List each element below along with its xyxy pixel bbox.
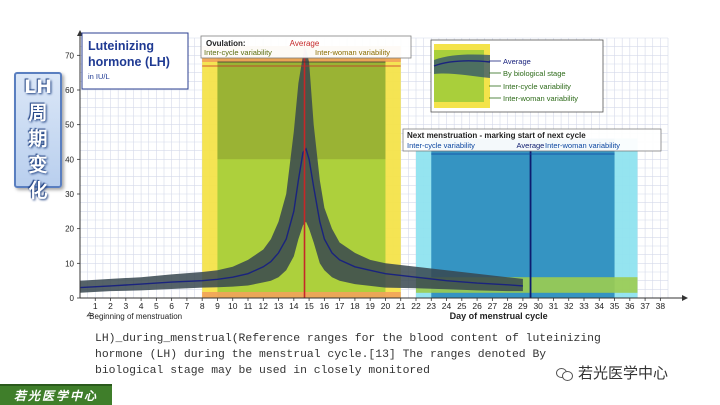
menstruation-inter-cycle-label: Inter-cycle variability xyxy=(407,141,475,150)
x-tick-label: 15 xyxy=(304,301,314,311)
y-tick-label: 60 xyxy=(65,86,74,95)
x-tick-label: 35 xyxy=(610,301,620,311)
x-tick-label: 14 xyxy=(289,301,299,311)
x-tick-label: 19 xyxy=(365,301,375,311)
legend-item-label: By biological stage xyxy=(503,69,566,78)
side-title-line: 周 xyxy=(28,102,48,124)
x-tick-label: 17 xyxy=(335,301,345,311)
x-tick-label: 38 xyxy=(656,301,666,311)
menstruation-label: Next menstruation - marking start of nex… xyxy=(407,131,586,140)
x-tick-label: 9 xyxy=(215,301,220,311)
x-tick-label: 2 xyxy=(108,301,113,311)
x-tick-label: 20 xyxy=(381,301,391,311)
y-tick-label: 40 xyxy=(65,155,74,164)
side-title-line: 变 xyxy=(28,154,48,176)
x-tick-label: 22 xyxy=(411,301,421,311)
ovulation-inter-woman-label: Inter-woman variability xyxy=(315,48,390,57)
chart-title-line: hormone (LH) xyxy=(88,55,170,69)
brand-label: 若光医学中心 xyxy=(13,389,98,403)
legend-item-label: Inter-cycle variability xyxy=(503,82,571,91)
x-axis-title: Day of menstrual cycle xyxy=(450,311,548,321)
title-box xyxy=(81,32,189,90)
x-tick-label: 3 xyxy=(123,301,128,311)
x-tick-label: 29 xyxy=(518,301,528,311)
x-tick-label: 24 xyxy=(442,301,452,311)
y-tick-label: 10 xyxy=(65,259,74,268)
x-tick-label: 32 xyxy=(564,301,574,311)
x-tick-label: 25 xyxy=(457,301,467,311)
x-tick-label: 36 xyxy=(625,301,635,311)
watermark-text: 若光医学中心 xyxy=(578,364,669,382)
brand-label-box: 若光医学中心 xyxy=(0,384,112,405)
legend-item-label: Average xyxy=(503,57,531,66)
y-tick-label: 0 xyxy=(70,294,75,303)
side-title: LH 周 期 变 化 xyxy=(14,72,62,202)
menstruation-inter-cycle-band xyxy=(431,138,615,298)
side-title-line: LH xyxy=(23,76,52,98)
x-tick-label: 6 xyxy=(169,301,174,311)
x-tick-label: 33 xyxy=(579,301,589,311)
x-tick-label: 4 xyxy=(139,301,144,311)
x-tick-label: 16 xyxy=(320,301,330,311)
x-tick-label: 27 xyxy=(488,301,498,311)
x-tick-label: 28 xyxy=(503,301,513,311)
menstruation-average-label: Average xyxy=(517,141,545,150)
ovulation-bottom-strip xyxy=(202,292,401,298)
x-tick-label: 18 xyxy=(350,301,360,311)
legend-average-swatch xyxy=(433,60,491,67)
side-title-line: 化 xyxy=(28,180,48,202)
y-tick-label: 50 xyxy=(65,121,74,130)
legend-item-label: Inter-woman variability xyxy=(503,94,578,103)
wechat-icon xyxy=(556,366,574,381)
x-start-arrow xyxy=(86,311,94,317)
x-tick-label: 23 xyxy=(427,301,437,311)
figure-caption: LH)_during_menstrual(Reference ranges fo… xyxy=(95,333,601,377)
x-axis-arrow xyxy=(682,295,688,301)
x-tick-label: 7 xyxy=(185,301,190,311)
ovulation-label-box xyxy=(200,35,412,59)
x-tick-label: 37 xyxy=(640,301,650,311)
x-tick-label: 12 xyxy=(259,301,269,311)
y-tick-label: 20 xyxy=(65,225,74,234)
x-tick-label: 5 xyxy=(154,301,159,311)
y-tick-label: 70 xyxy=(65,51,74,60)
chart-subtitle: in IU/L xyxy=(88,72,110,81)
x-tick-label: 21 xyxy=(396,301,406,311)
x-tick-label: 13 xyxy=(274,301,284,311)
watermark: 若光医学中心 xyxy=(556,362,668,383)
x-start-label: Beginning of menstruation xyxy=(89,312,182,321)
ovulation-label: Ovulation: xyxy=(206,39,246,48)
side-title-line: 期 xyxy=(28,128,48,150)
series-biological-stage-area xyxy=(80,48,523,293)
menstruation-inter-woman-label: Inter-woman variability xyxy=(545,141,620,150)
ovulation-inter-cycle-label: Inter-cycle variability xyxy=(204,48,272,57)
ovulation-average-label: Average xyxy=(290,39,320,48)
x-tick-label: 1 xyxy=(93,301,98,311)
menstruation-label-box xyxy=(402,128,662,152)
x-tick-label: 11 xyxy=(244,301,253,311)
x-tick-label: 26 xyxy=(472,301,482,311)
x-tick-label: 30 xyxy=(533,301,543,311)
y-tick-label: 30 xyxy=(65,190,74,199)
x-tick-label: 8 xyxy=(200,301,205,311)
chart-title-line: Luteinizing xyxy=(88,39,154,53)
x-tick-label: 10 xyxy=(228,301,238,311)
x-tick-label: 31 xyxy=(549,301,559,311)
x-tick-label: 34 xyxy=(595,301,605,311)
